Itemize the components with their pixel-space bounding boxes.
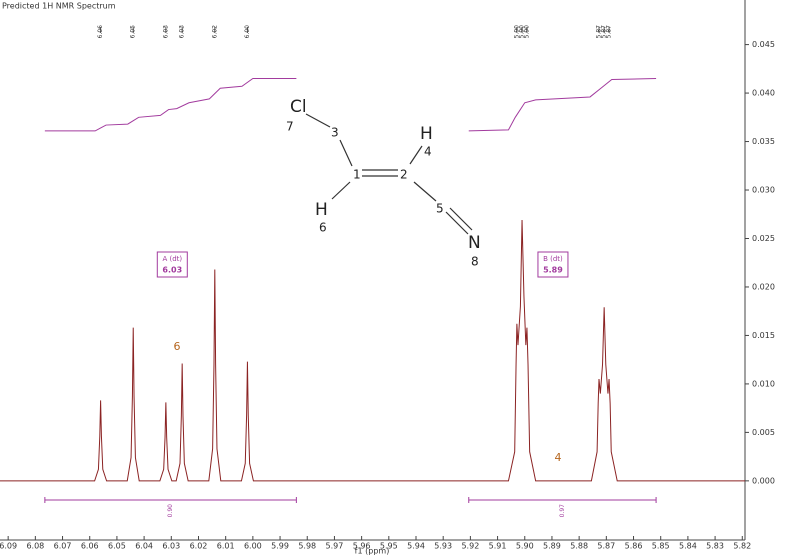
- y-tick-label: 0.005: [752, 428, 775, 437]
- peak-label: 5.87: [595, 25, 602, 39]
- annotation: 4: [555, 451, 562, 464]
- series-line: [0, 220, 745, 482]
- atom-number: 6: [319, 221, 327, 235]
- atom-number: 7: [286, 120, 294, 134]
- x-tick-label: 6.06: [81, 542, 99, 551]
- y-tick-label: 0.000: [752, 476, 775, 485]
- x-tick-label: 5.83: [706, 542, 724, 551]
- x-tick-label: 5.98: [298, 542, 316, 551]
- multiplet-shift: 6.03: [162, 266, 182, 275]
- x-tick-label: 6.01: [217, 542, 235, 551]
- x-tick-label: 5.93: [434, 542, 452, 551]
- atom: Cl: [290, 97, 307, 117]
- series-line: [44, 78, 657, 132]
- multiplet-box: [537, 251, 569, 278]
- x-tick-label: 5.91: [489, 542, 507, 551]
- annotation: 6: [174, 340, 181, 353]
- x-tick-label: 6.05: [108, 542, 126, 551]
- atom-number: 1: [353, 168, 361, 182]
- integral-label: 0.90: [167, 504, 174, 518]
- atom: H: [420, 124, 433, 144]
- peak-label: 5.90: [523, 25, 530, 39]
- atom-number: 5: [436, 202, 444, 216]
- x-tick-label: 5.92: [461, 542, 479, 551]
- chart-title: Predicted 1H NMR Spectrum: [2, 2, 116, 11]
- atom: H: [315, 200, 328, 220]
- multiplet-label: A (dt): [162, 255, 182, 263]
- atom-number: 4: [424, 145, 432, 159]
- x-tick-label: 5.85: [652, 542, 670, 551]
- x-tick-label: 5.90: [516, 542, 534, 551]
- atom-number: 3: [331, 126, 339, 140]
- y-tick-label: 0.030: [752, 186, 775, 195]
- x-tick-label: 6.00: [244, 542, 262, 551]
- y-tick-label: 0.020: [752, 282, 775, 291]
- x-tick-label: 5.89: [543, 542, 561, 551]
- x-tick-label: 5.95: [380, 542, 398, 551]
- x-tick-label: 5.88: [570, 542, 588, 551]
- x-tick-label: 6.09: [0, 542, 17, 551]
- y-tick-label: 0.025: [752, 234, 775, 243]
- x-tick-label: 5.97: [326, 542, 344, 551]
- peak-label: 6.03: [179, 25, 186, 39]
- peak-label: 5.87: [601, 25, 608, 39]
- x-tick-label: 6.04: [135, 542, 153, 551]
- y-tick-label: 0.035: [752, 137, 775, 146]
- x-tick-label: 6.03: [162, 542, 180, 551]
- peak-label: 6.03: [162, 25, 169, 39]
- y-tick-label: 0.015: [752, 331, 775, 340]
- peak-label: 6.06: [97, 25, 104, 39]
- molecule: [305, 113, 473, 235]
- y-tick-label: 0.040: [752, 89, 775, 98]
- y-tick-label: 0.010: [752, 379, 775, 388]
- peak-label: 5.90: [519, 25, 526, 39]
- multiplet-shift: 5.89: [543, 266, 563, 275]
- atom-number: 8: [471, 255, 479, 269]
- peak-label: 6.00: [244, 25, 251, 39]
- peak-label: 6.05: [130, 25, 137, 39]
- x-tick-label: 6.02: [190, 542, 208, 551]
- x-tick-label: 6.08: [26, 542, 44, 551]
- x-tick-label: 5.96: [353, 542, 371, 551]
- x-tick-label: 5.86: [625, 542, 643, 551]
- multiplet-label: B (dt): [543, 255, 563, 263]
- integral-label: 0.97: [559, 504, 566, 518]
- y-tick-label: 0.045: [752, 40, 775, 49]
- x-tick-label: 6.07: [54, 542, 72, 551]
- peak-label: 5.87: [606, 25, 613, 39]
- peak-label: 6.02: [211, 25, 218, 39]
- multiplet-box: [156, 251, 188, 278]
- x-tick-label: 5.82: [733, 542, 751, 551]
- x-tick-label: 5.87: [597, 542, 615, 551]
- x-axis-label: f1 (ppm): [355, 547, 390, 556]
- x-tick-label: 5.99: [271, 542, 289, 551]
- peak-label: 5.90: [513, 25, 520, 39]
- atom: N: [468, 233, 481, 253]
- x-tick-label: 5.94: [407, 542, 425, 551]
- x-tick-label: 5.84: [679, 542, 697, 551]
- atom-number: 2: [400, 168, 408, 182]
